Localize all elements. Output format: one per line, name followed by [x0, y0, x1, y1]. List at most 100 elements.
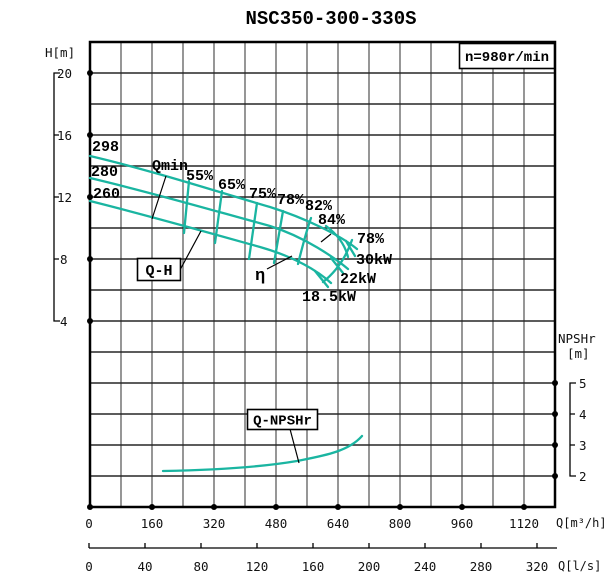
efficiency-label-75: 75% — [249, 186, 277, 203]
ls-axis-unit: Q[l/s] — [558, 559, 601, 573]
edge-dot — [87, 132, 93, 138]
qh-label-box: Q-H — [136, 257, 182, 282]
edge-dot — [273, 504, 279, 510]
flow-axis-m3h: 0 160 320 480 640 800 960 1120 Q[m³/h] — [85, 516, 606, 531]
speed-label: n=980r/min — [465, 50, 549, 66]
qnpshr-box-frame — [246, 408, 319, 431]
efficiency-label-78: 78% — [277, 192, 305, 209]
edge-dot — [459, 504, 465, 510]
qnpshr-box-label: Q-NPSHr — [253, 414, 312, 430]
efficiency-label-78-right: 78% — [357, 231, 385, 248]
m3h-tick-1120: 1120 — [509, 516, 539, 531]
curve-q-npshr — [161, 434, 364, 473]
ls-tick-160: 160 — [302, 559, 325, 574]
ls-tick-240: 240 — [414, 559, 437, 574]
grid — [88, 40, 557, 509]
ls-tick-200: 200 — [358, 559, 381, 574]
ls-tick-120: 120 — [246, 559, 269, 574]
qh-box-frame — [136, 257, 182, 282]
npshr-axis-title: NPSHr — [558, 331, 596, 346]
npshr-tick-3: 3 — [579, 438, 587, 453]
npshr-axis: NPSHr [m] 5 4 3 2 — [558, 331, 596, 484]
npshr-axis-bracket — [569, 382, 576, 477]
edge-dot — [87, 256, 93, 262]
ls-tick-80: 80 — [193, 559, 208, 574]
flow-axis-ls: 0 40 80 120 160 200 240 280 320 Q[l/s] — [85, 543, 601, 574]
ls-tick-320: 320 — [526, 559, 549, 574]
edge-dot — [149, 504, 155, 510]
power-label-30kw: 30kW — [356, 252, 392, 269]
npshr-tick-2: 2 — [579, 469, 587, 484]
eff-84-leader-line — [320, 233, 332, 243]
m3h-tick-800: 800 — [389, 516, 412, 531]
ls-axis-line — [88, 543, 557, 549]
m3h-tick-960: 960 — [451, 516, 474, 531]
edge-dot — [87, 194, 93, 200]
qmin-label: Qmin — [152, 158, 188, 175]
efficiency-line-78-right — [321, 238, 354, 284]
m3h-tick-320: 320 — [203, 516, 226, 531]
power-line-22kw — [329, 256, 345, 275]
qh-leader-line — [179, 230, 202, 271]
npshr-tick-5: 5 — [579, 376, 587, 391]
efficiency-label-65: 65% — [218, 177, 246, 194]
h-axis-title: H[m] — [45, 45, 75, 60]
eta-leader-line — [266, 255, 293, 270]
m3h-tick-480: 480 — [265, 516, 288, 531]
power-line-30kw — [344, 239, 357, 258]
edge-dot — [552, 473, 558, 479]
edge-dot — [87, 318, 93, 324]
plot-border — [88, 40, 557, 509]
qnpshr-leader-line — [289, 428, 300, 464]
m3h-axis-unit: Q[m³/h] — [556, 516, 607, 530]
edge-dot — [521, 504, 527, 510]
ls-tick-40: 40 — [137, 559, 152, 574]
h-tick-12: 12 — [57, 190, 72, 205]
ls-tick-0: 0 — [85, 559, 93, 574]
ls-tick-280: 280 — [470, 559, 493, 574]
efficiency-line-75 — [247, 201, 259, 261]
edge-dot — [211, 504, 217, 510]
speed-box-frame — [458, 42, 556, 70]
page-title: NSC350-300-330S — [245, 8, 416, 30]
h-axis-bracket — [53, 72, 60, 322]
impeller-label-280: 280 — [91, 164, 118, 181]
npshr-axis-unit: [m] — [567, 346, 590, 361]
h-tick-8: 8 — [60, 252, 68, 267]
efficiency-line-65 — [213, 189, 224, 245]
efficiency-label-55: 55% — [186, 168, 214, 185]
impeller-label-298: 298 — [92, 139, 119, 156]
h-tick-4: 4 — [60, 314, 68, 329]
edge-dot — [552, 380, 558, 386]
edge-dot — [397, 504, 403, 510]
grid-horizontal-lines — [90, 72, 555, 477]
h-tick-16: 16 — [57, 128, 72, 143]
leader-lines — [151, 175, 332, 464]
edge-dot — [87, 504, 93, 510]
h-axis: H[m] 20 16 12 8 4 — [45, 45, 75, 329]
npshr-tick-4: 4 — [579, 407, 587, 422]
speed-box: n=980r/min — [458, 42, 556, 70]
efficiency-line-55 — [182, 179, 191, 235]
h-tick-20: 20 — [57, 66, 72, 81]
edge-dot — [552, 442, 558, 448]
curves — [88, 154, 364, 473]
efficiency-label-82: 82% — [305, 198, 333, 215]
eta-label: η — [255, 267, 265, 286]
m3h-tick-160: 160 — [141, 516, 164, 531]
curve-qh-260 — [88, 199, 333, 285]
impeller-label-260: 260 — [93, 186, 120, 203]
qmin-leader-line — [151, 175, 167, 220]
edge-dot — [552, 411, 558, 417]
efficiency-line-78 — [272, 209, 285, 265]
m3h-tick-640: 640 — [327, 516, 350, 531]
grid-edge-dots — [87, 70, 558, 510]
power-label-18kw: 18.5kW — [302, 289, 356, 306]
edge-dot — [87, 70, 93, 76]
qnpshr-label-box: Q-NPSHr — [246, 408, 319, 431]
curve-qh-280 — [88, 176, 350, 271]
power-label-22kw: 22kW — [340, 271, 376, 288]
efficiency-line-82 — [296, 216, 313, 266]
m3h-tick-0: 0 — [85, 516, 93, 531]
